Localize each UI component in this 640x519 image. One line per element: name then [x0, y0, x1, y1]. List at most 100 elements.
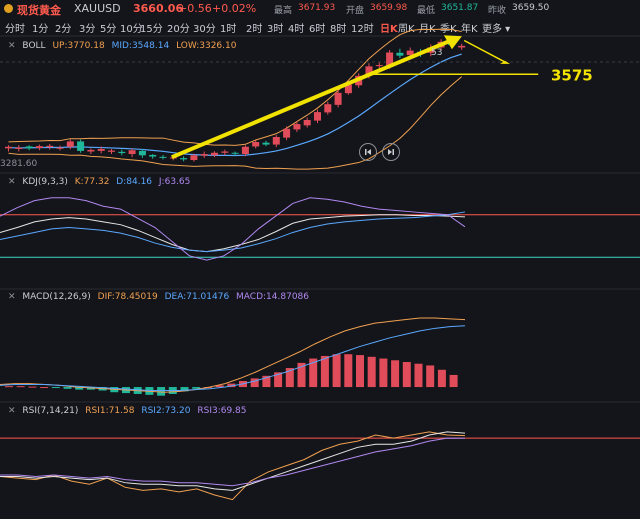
tab-10[interactable]: 2时	[246, 24, 263, 35]
candle-38	[396, 52, 404, 56]
candle-21	[221, 151, 229, 153]
macd-bar-2	[28, 386, 37, 388]
close-icon[interactable]: ✕	[8, 41, 16, 51]
macd-bar-19	[227, 383, 236, 388]
candle-14	[149, 154, 157, 157]
boll-low: LOW:3326.10	[176, 41, 237, 51]
axis-left-label: 3281.60	[0, 159, 37, 169]
open-value: 3659.98	[370, 3, 408, 13]
close-icon[interactable]: ✕	[8, 406, 16, 416]
tab-17[interactable]: 周K	[398, 24, 415, 35]
tab-14[interactable]: 8时	[330, 24, 347, 35]
macd-bar-13	[157, 387, 166, 396]
rsi-line-RSI1	[0, 431, 466, 501]
macd-bar-1	[16, 386, 25, 388]
prev-close-label: 昨收	[488, 6, 507, 16]
tab-5[interactable]: 10分	[120, 24, 143, 35]
boll-name: BOLL	[22, 41, 46, 51]
candle-35	[365, 66, 373, 76]
candle-29	[303, 119, 311, 126]
macd-bar-36	[426, 365, 435, 388]
candle-4	[46, 145, 54, 148]
candle-15	[159, 156, 167, 158]
macd-bar-29	[344, 354, 353, 388]
tab-9[interactable]: 1时	[220, 24, 237, 35]
tab-4[interactable]: 5分	[100, 24, 117, 35]
tab-3[interactable]: 3分	[79, 24, 96, 35]
rsi-3: RSI3:69.85	[197, 406, 247, 416]
macd-line-DIF	[0, 317, 466, 393]
macd-bar-22	[262, 375, 271, 388]
close-icon[interactable]: ✕	[8, 177, 16, 187]
tab-7[interactable]: 20分	[167, 24, 190, 35]
rsi-1: RSI1:71.58	[85, 406, 135, 416]
open-label: 开盘	[346, 6, 365, 16]
tab-13[interactable]: 6时	[309, 24, 326, 35]
last-price: 3660.06	[133, 2, 184, 15]
instrument-symbol: XAUUSD	[74, 2, 121, 15]
macd-dea: DEA:71.01476	[164, 292, 230, 302]
candle-28	[293, 124, 301, 130]
low-label: 最低	[417, 6, 436, 16]
tab-8[interactable]: 30分	[193, 24, 216, 35]
rsi-legend: ✕ RSI(7,14,21) RSI1:71.58 RSI2:73.20 RSI…	[8, 406, 247, 416]
rsi-name: RSI(7,14,21)	[22, 406, 79, 416]
candle-1	[15, 147, 23, 149]
candle-17	[180, 158, 188, 160]
step-back-button[interactable]	[359, 143, 377, 161]
macd-bar-38	[449, 374, 458, 388]
macd-bar-33	[391, 360, 400, 388]
candle-2	[25, 146, 33, 149]
candle-8	[87, 149, 95, 152]
candle-12	[128, 150, 136, 155]
macd-bar-16	[192, 387, 201, 389]
kdj-k: K:77.32	[74, 177, 110, 187]
uptrend-arrow	[171, 37, 455, 160]
tab-16[interactable]: 日K	[380, 24, 398, 35]
boll-up-line	[8, 28, 462, 146]
candle-13	[138, 150, 146, 156]
boll-mid: MID:3548.14	[111, 41, 170, 51]
macd-bar-37	[437, 369, 446, 388]
candle-27	[283, 128, 291, 138]
macd-dif: DIF:78.45019	[97, 292, 158, 302]
tab-20[interactable]: 年K	[461, 24, 478, 35]
macd-bar-6	[75, 387, 84, 390]
price-change: +0.56	[178, 2, 212, 15]
candle-30	[314, 112, 321, 121]
kdj-j: J:63.65	[158, 177, 191, 187]
uptrend-arrowhead	[443, 35, 462, 50]
macd-bar-25	[297, 362, 306, 388]
tab-11[interactable]: 3时	[267, 24, 284, 35]
candle-11	[118, 151, 126, 154]
close-icon[interactable]: ✕	[8, 292, 16, 302]
rsi-2: RSI2:73.20	[141, 406, 191, 416]
tab-2[interactable]: 2分	[55, 24, 72, 35]
tab-6[interactable]: 15分	[140, 24, 163, 35]
prev-close-value: 3659.50	[512, 3, 550, 13]
high-value: 3671.93	[298, 3, 336, 13]
macd-bar-4	[51, 387, 60, 389]
peak-marker-label: 53	[431, 48, 442, 58]
rsi-line-RSI2	[0, 431, 466, 491]
kdj-line-J	[0, 197, 466, 261]
kdj-name: KDJ(9,3,3)	[22, 177, 68, 187]
candle-25	[262, 142, 270, 145]
kdj-line-D	[0, 211, 466, 253]
tab-0[interactable]: 分时	[5, 24, 25, 35]
macd-bar-23	[274, 372, 283, 388]
macd-bar-3	[40, 387, 49, 389]
kdj-legend: ✕ KDJ(9,3,3) K:77.32 D:84.16 J:63.65	[8, 177, 190, 187]
step-forward-button[interactable]	[382, 143, 400, 161]
macd-bar-5	[63, 387, 72, 389]
candle-26	[272, 137, 280, 145]
candle-32	[334, 92, 342, 105]
tab-12[interactable]: 4时	[288, 24, 305, 35]
tab-21[interactable]: 更多 ▾	[482, 24, 511, 35]
tab-15[interactable]: 12时	[351, 24, 374, 35]
tab-1[interactable]: 1分	[32, 24, 49, 35]
candle-37	[386, 52, 394, 67]
candle-3	[35, 146, 43, 149]
level-label: 3575	[551, 66, 593, 84]
